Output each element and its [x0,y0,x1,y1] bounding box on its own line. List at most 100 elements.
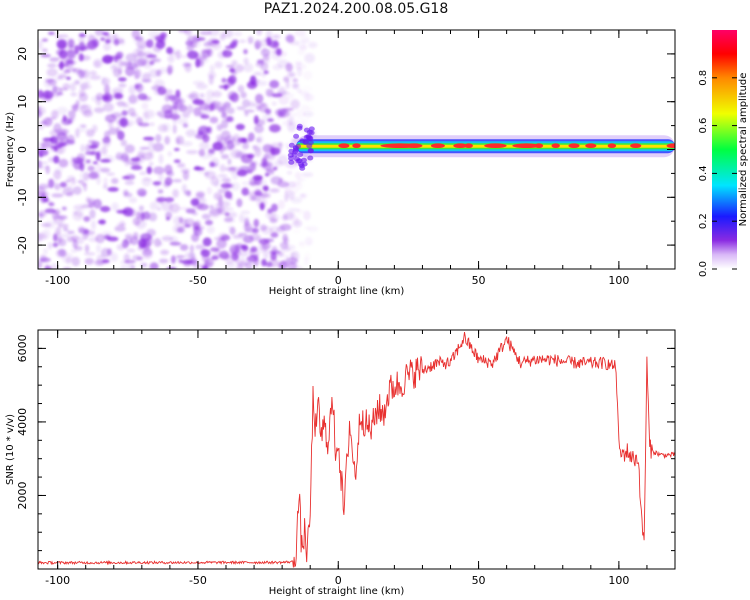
speckle-blob [243,49,248,55]
speckle-blob [89,70,97,76]
speckle-blob [206,226,215,234]
speckle-blob [38,89,44,99]
speckle-blob [254,237,265,242]
band-onset-blob [305,134,312,140]
speckle-blob [296,109,306,118]
speckle-blob [264,153,276,160]
speckle-blob [57,215,68,220]
speckle-blob [111,34,116,45]
speckle-blob [93,107,105,113]
top-xtick-label: 0 [335,274,342,287]
speckle-blob [205,219,213,226]
speckle-blob [125,63,138,70]
speckle-blob [218,174,228,178]
speckle-blob [158,172,164,183]
speckle-blob [158,154,164,164]
band-onset-blob [288,159,295,165]
speckle-blob [80,144,86,153]
speckle-blob [158,258,169,264]
speckle-blob [243,57,249,65]
speckle-blob [209,207,221,216]
speckle-blob [63,227,69,232]
colorbar-label: Normalized spectral amplitude [738,73,749,227]
speckle-blob [203,42,213,47]
speckle-blob [116,126,121,134]
speckle-blob [102,31,109,36]
band-onset-blob [308,130,315,136]
speckle-blob [208,30,220,37]
speckle-blob [38,40,43,50]
speckle-blob [182,111,190,118]
speckle-blob [192,262,199,269]
band-onset-blob [288,148,295,154]
band-onset-blob [293,133,300,139]
bottom-xtick-label: 50 [472,574,486,587]
speckle-blob [95,163,102,173]
speckle-blob [85,80,90,85]
speckle-blob [90,150,97,156]
speckle-blob [68,110,76,119]
speckle-blob [237,85,245,93]
speckle-blob [308,42,318,48]
speckle-blob [222,50,233,58]
speckle-blob [262,47,267,52]
speckle-blob [216,238,227,249]
band-onset-blob [295,158,302,164]
speckle-blob [176,227,183,233]
speckle-blob [187,104,194,114]
speckle-blob [49,58,59,63]
speckle-blob [226,139,234,150]
speckle-blob [292,262,299,269]
speckle-blob [49,129,61,137]
speckle-blob [246,169,253,174]
bottom-xtick-label: -100 [45,574,70,587]
top-xtick-label: 100 [608,274,629,287]
speckle-blob [89,209,96,219]
speckle-blob [151,35,158,41]
speckle-blob [121,110,128,116]
speckle-blob [253,189,263,193]
speckle-blob [228,225,235,230]
speckle-blob [46,68,58,77]
speckle-blob [198,102,210,111]
speckle-blob [283,212,293,221]
speckle-blob [277,154,289,165]
speckle-blob [234,150,247,159]
speckle-blob [57,238,67,247]
speckle-blob [70,249,78,253]
speckle-blob [169,51,178,56]
speckle-blob [263,70,269,75]
speckle-blob [52,242,59,248]
speckle-blob [56,106,68,115]
speckle-blob [87,40,98,50]
speckle-blob [150,122,155,126]
speckle-blob [128,94,140,104]
speckle-blob [269,188,280,193]
top-ytick-label: -10 [16,188,29,206]
speckle-blob [265,30,273,39]
speckle-blob [83,172,89,182]
speckle-blob [307,226,319,232]
speckle-blob [125,264,135,269]
speckle-blob [44,266,52,269]
speckle-blob [189,244,194,253]
speckle-blob [175,49,181,60]
speckle-blob [287,208,300,212]
speckle-blob [253,218,260,228]
speckle-blob [143,109,155,119]
speckle-blob [260,62,269,71]
speckle-blob [271,101,277,106]
speckle-blob [44,208,56,214]
speckle-blob [42,137,55,142]
speckle-blob [224,166,236,172]
signal-core [568,143,580,148]
speckle-blob [38,212,44,217]
speckle-blob [152,142,164,152]
speckle-blob [263,238,275,243]
speckle-blob [160,249,170,255]
speckle-blob [255,93,264,104]
speckle-blob [267,118,274,122]
speckle-blob [214,237,225,241]
speckle-blob [182,170,190,181]
speckle-blob [59,34,69,38]
